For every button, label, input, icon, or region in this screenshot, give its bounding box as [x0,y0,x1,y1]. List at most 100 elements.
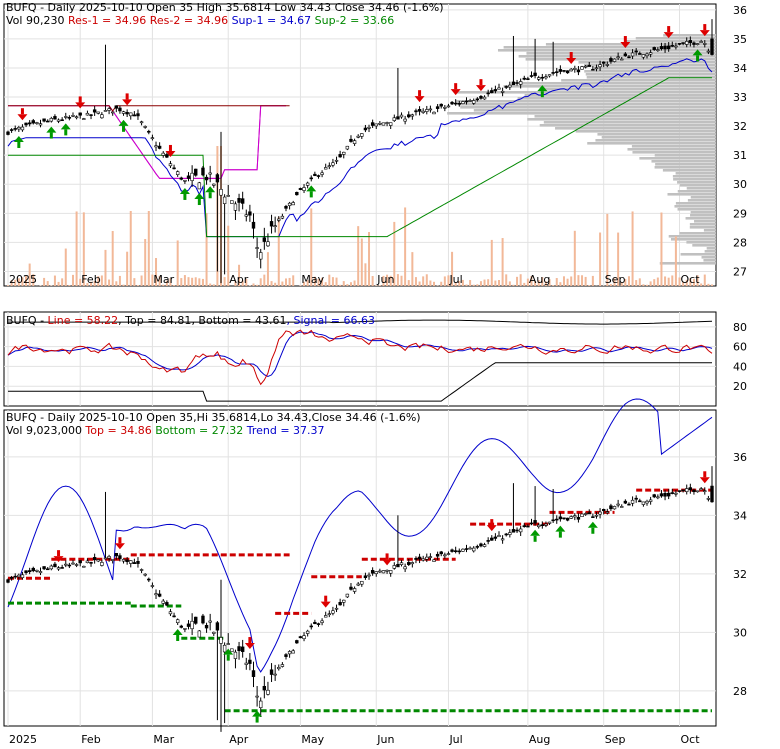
price-candle-body [498,88,501,89]
price-candle-body [364,128,367,130]
y-tick-label: 35 [733,33,747,46]
trend-down-arrow [386,553,389,559]
price-candle-body [610,58,613,61]
price-candle-body [407,115,410,117]
volume-bar [657,278,659,286]
volume-bar [466,285,468,286]
y-tick-label: 31 [733,149,747,162]
trend-candle-body [263,686,266,690]
price-candle-body [93,110,96,112]
trend-candle-body [162,601,165,603]
trend-candle-body [364,576,367,578]
price-candle-body [281,216,284,218]
price-candle-body [173,168,176,169]
trend-candle-body [61,567,64,568]
price-candle-body [451,102,454,104]
volume-bar [112,231,114,286]
volume-bar [509,281,511,286]
profile-bar [636,37,716,40]
profile-bar [687,187,716,190]
trend-down-arrow [703,471,706,477]
trend-up-arrow [534,536,537,542]
x-tick-label: 2025 [9,733,37,745]
price-candle-body [537,78,540,80]
volume-bar [115,281,117,286]
volume-bar [252,283,254,286]
price-candle-body [299,188,302,189]
volume-bar [202,279,204,286]
profile-bar [688,199,716,202]
profile-bar [586,73,716,76]
price-candle-body [317,176,320,177]
profile-bar [702,256,716,259]
price-candle-body [144,126,147,127]
trend-candle-body [285,655,288,657]
price-down-arrow [570,52,573,58]
trend-candle-body [591,517,594,518]
legend-item: Line = 58.22 [48,314,119,327]
trend-candle-body [169,612,172,614]
profile-bar [673,175,716,178]
volume-bar [675,236,677,286]
trend-candle-body [306,631,309,633]
trend-candle-body [433,560,436,562]
price-candle-body [234,204,237,210]
price-candle-body [447,106,450,107]
volume-bar [585,277,587,286]
volume-bar [68,285,70,286]
price-candle-body [566,71,569,73]
trend-candle-body [494,537,497,538]
y-tick-label: 60 [733,341,747,354]
volume-bar [664,276,666,286]
price-candle-body [386,123,389,124]
trend-candle-body [371,570,374,573]
price-candle-body [342,152,345,154]
price-candle-body [570,69,573,71]
price-candle-body [198,183,201,189]
price-candle-body [494,89,497,90]
y-tick-label: 32 [733,568,747,581]
price-candle-body [707,51,710,52]
volume-bar [476,284,478,286]
price-candle-body [505,86,508,87]
trend-candle-body [205,625,208,628]
price-up-arrow [50,133,53,139]
price-candle-body [122,112,125,114]
volume-bar [346,284,348,286]
y-tick-label: 80 [733,321,747,334]
price-up-arrow [209,192,212,198]
price-candle-body [375,124,378,126]
profile-bar [663,169,716,172]
price-candle-body [111,112,114,113]
price-candle-body [368,127,371,128]
trend-candle-body [241,647,244,652]
volume-bar [213,284,215,286]
y-tick-label: 36 [733,4,747,17]
volume-bar [487,279,489,286]
price-candle-body [245,215,248,216]
trend-candle-body [512,529,515,532]
profile-bar [680,232,716,235]
price-down-arrow [624,36,627,42]
price-candle-body [223,197,226,204]
volume-bar [61,278,63,286]
trend-candle-body [313,622,316,623]
trend-candle-body [267,690,270,694]
trend-candle-body [75,564,78,565]
trend-candle-body [440,552,443,554]
price-candle-body [667,46,670,49]
volume-bar [415,277,417,286]
price-candle-body [176,172,179,175]
x-tick-label: Oct [681,733,701,745]
x-tick-label: Sep [605,273,626,286]
y-tick-label: 28 [733,236,747,249]
profile-bar [660,262,716,265]
trend-candle-body [649,500,652,502]
trend-down-arrow [57,550,60,556]
profile-bar [474,109,716,112]
trend-panel-frame [4,410,716,726]
trend-candle-body [137,561,140,563]
volume-bar [411,252,413,286]
volume-bar [646,285,648,286]
trend-candle-body [581,514,584,517]
